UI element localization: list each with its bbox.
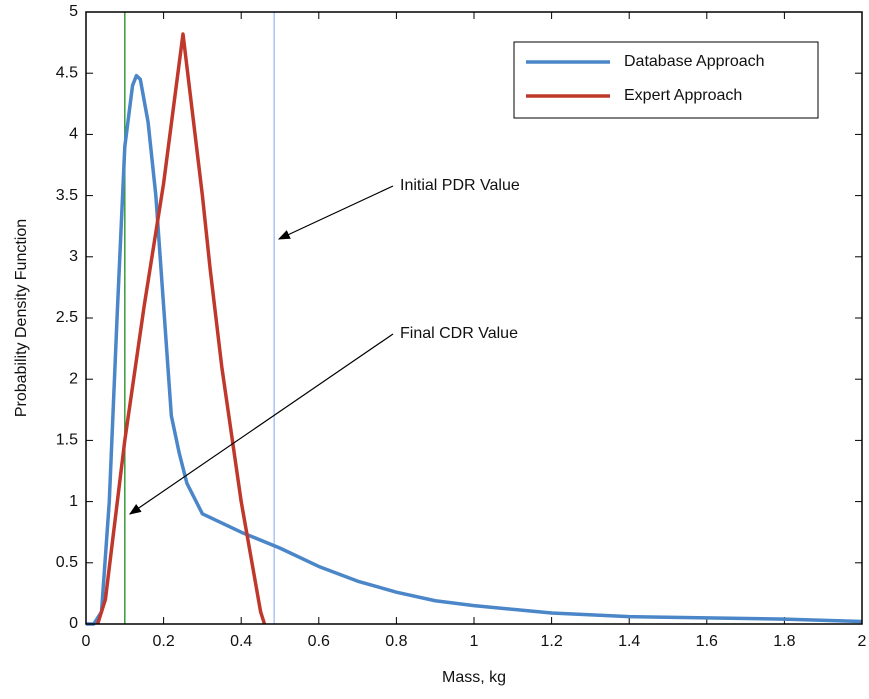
x-tick-label: 0: [82, 633, 91, 650]
data-line: [86, 73, 863, 626]
y-tick-label: 4: [69, 126, 78, 143]
annotation: Final CDR Value: [400, 325, 518, 342]
y-tick-label: 4.5: [56, 64, 78, 81]
arrow: [129, 333, 394, 515]
legend: Database Approach Expert Approach: [513, 41, 819, 119]
y-tick-label: 0.5: [56, 554, 78, 571]
y-tick-label: 2: [69, 370, 78, 387]
y-tick-label: 0: [69, 615, 78, 632]
x-tick-label: 0.2: [152, 633, 174, 650]
legend-label: Expert Approach: [624, 87, 742, 104]
y-tick-label: 1: [69, 493, 78, 510]
x-tick-label: 1.6: [696, 633, 718, 650]
plot: 0 0.2 0.4 0.6 0.8 1 1.2 1.4 1.6 1.8 2 0 0.5 1 1.5 2 2.5 3…: [56, 3, 867, 650]
x-tick-label: 0.4: [230, 633, 252, 650]
y-tick-label: 2.5: [56, 309, 78, 326]
data-line: [95, 32, 267, 625]
legend-label: Database Approach: [624, 53, 765, 70]
x-axis-label: Mass, kg: [442, 669, 506, 686]
x-tick-label: 2: [858, 633, 867, 650]
y-axis-label: Probability Density Function: [13, 219, 30, 417]
annotation: Initial PDR Value: [400, 177, 520, 194]
arrow: [277, 185, 394, 240]
x-tick-label: 1: [470, 633, 479, 650]
y-tick-label: 5: [69, 3, 78, 20]
x-tick-label: 0.8: [385, 633, 407, 650]
x-tick-label: 1.8: [773, 633, 795, 650]
plot-frame: [85, 11, 863, 625]
x-tick-label: 1.2: [540, 633, 562, 650]
y-tick-label: 1.5: [56, 432, 78, 449]
y-tick-label: 3: [69, 248, 78, 265]
x-tick-label: 1.4: [618, 633, 640, 650]
legend-box: [513, 41, 819, 119]
y-tick-label: 3.5: [56, 187, 78, 204]
x-tick-label: 0.6: [308, 633, 330, 650]
